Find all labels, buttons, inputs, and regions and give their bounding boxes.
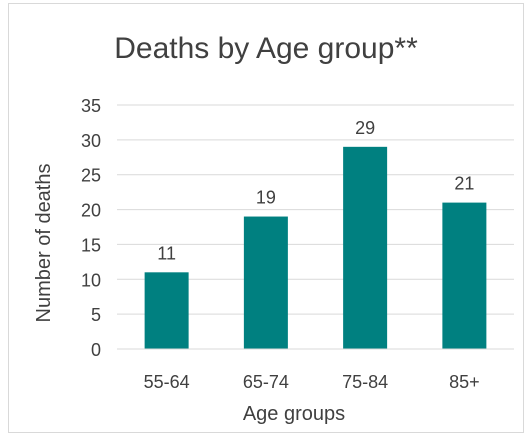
chart-title: Deaths by Age group**	[114, 32, 418, 65]
data-label: 19	[256, 188, 276, 208]
data-labels: 11 19 29 21	[157, 118, 474, 263]
data-label: 29	[355, 118, 375, 138]
bar	[343, 146, 388, 349]
y-axis-label: Number of deaths	[33, 164, 55, 323]
x-tick-label: 85+	[449, 372, 480, 392]
y-tick-label: 0	[91, 340, 101, 360]
bars	[144, 146, 487, 349]
y-tick-label: 10	[81, 270, 101, 290]
data-label: 21	[454, 174, 474, 194]
bar	[243, 216, 288, 349]
y-tick-label: 5	[91, 305, 101, 325]
y-tick-label: 30	[81, 131, 101, 151]
y-tick-label: 20	[81, 201, 101, 221]
y-tick-label: 35	[81, 96, 101, 116]
x-tick-label: 55-64	[144, 372, 190, 392]
x-tick-label: 65-74	[243, 372, 289, 392]
x-axis-ticks: 55-64 65-74 75-84 85+	[144, 372, 480, 392]
y-tick-label: 25	[81, 166, 101, 186]
bar	[442, 202, 487, 349]
bar	[144, 272, 189, 349]
y-axis-ticks: 0 5 10 15 20 25 30 35	[81, 96, 101, 360]
data-label: 11	[157, 243, 176, 263]
x-axis-label: Age groups	[243, 403, 345, 425]
y-tick-label: 15	[81, 235, 101, 255]
x-tick-label: 75-84	[342, 372, 388, 392]
